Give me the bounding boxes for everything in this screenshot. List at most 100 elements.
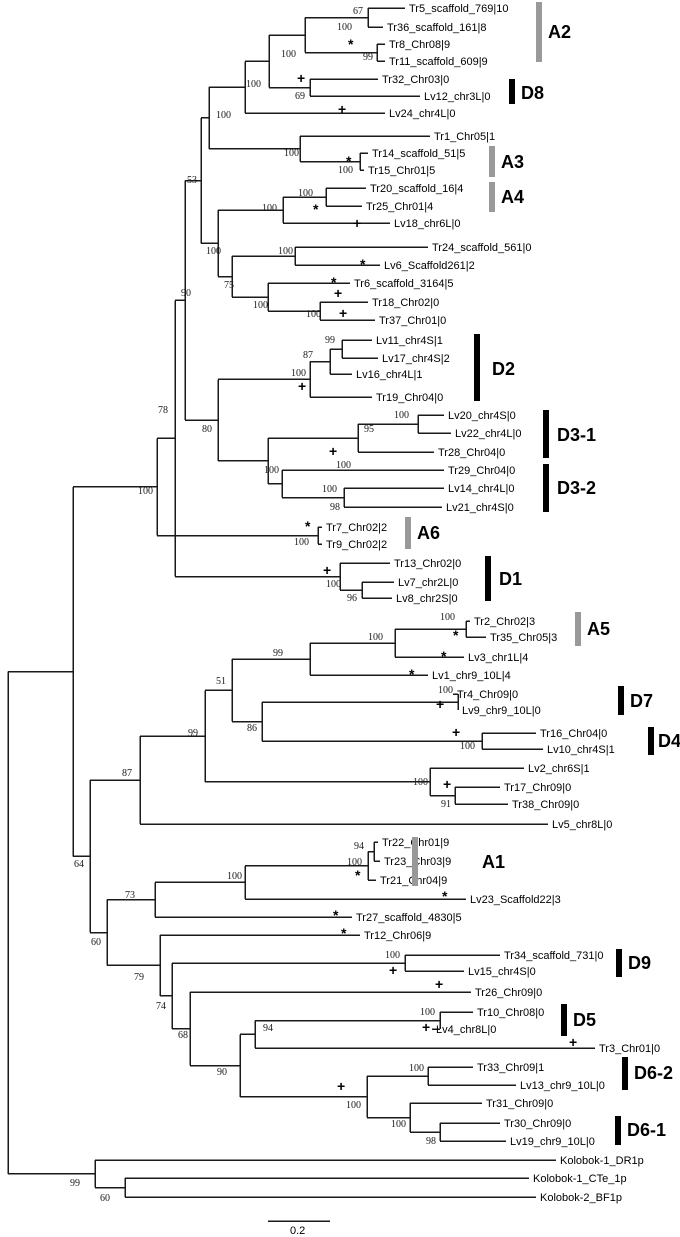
scale-bar-label: 0.2 — [290, 1225, 305, 1237]
bootstrap-value: 80 — [202, 424, 212, 435]
taxon-label: Tr34_scaffold_731|0 — [504, 950, 603, 962]
bootstrap-value: 100 — [368, 632, 383, 643]
bootstrap-value: 95 — [364, 424, 374, 435]
bootstrap-value: 100 — [391, 1119, 406, 1130]
clade-label: D1 — [499, 569, 522, 589]
taxon-label: Lv13_chr9_10L|0 — [520, 1080, 605, 1092]
taxon-label: Tr18_Chr02|0 — [372, 297, 439, 309]
bootstrap-value: 53 — [187, 175, 197, 186]
taxon-label: Lv5_chr8L|0 — [552, 819, 612, 831]
taxon-label: Lv21_chr4S|0 — [446, 502, 514, 514]
bootstrap-value: 100 — [138, 486, 153, 497]
bootstrap-value: 100 — [420, 1007, 435, 1018]
bootstrap-value: 90 — [217, 1067, 227, 1078]
bootstrap-value: 67 — [353, 6, 363, 17]
clade-bar — [543, 410, 549, 458]
taxon-label: Lv19_chr9_10L|0 — [510, 1136, 595, 1148]
taxon-label: Tr3_Chr01|0 — [599, 1043, 660, 1055]
bootstrap-value: 100 — [216, 110, 231, 121]
taxon-label: Tr20_scaffold_16|4 — [370, 183, 463, 195]
taxon-label: Tr38_Chr09|0 — [512, 799, 579, 811]
taxon-label: Lv20_chr4S|0 — [448, 410, 516, 422]
taxon-label: Kolobok-1_DR1p — [560, 1155, 644, 1167]
taxon-label: Tr4_Chr09|0 — [457, 689, 518, 701]
support-plus: + — [297, 70, 305, 86]
support-asterisk: * — [313, 201, 319, 217]
taxon-label: Tr15_Chr01|5 — [368, 165, 435, 177]
bootstrap-value: 100 — [440, 612, 455, 623]
taxon-label: Tr26_Chr09|0 — [475, 987, 542, 999]
clade-bar — [474, 334, 480, 401]
support-plus: + — [334, 285, 342, 301]
taxon-label: Lv12_chr3L|0 — [424, 91, 490, 103]
clade-label: D6-1 — [627, 1120, 666, 1140]
taxon-label: Lv3_chr1L|4 — [468, 652, 528, 664]
bootstrap-value: 100 — [394, 410, 409, 421]
bootstrap-value: 100 — [206, 246, 221, 257]
bootstrap-value: 60 — [91, 937, 101, 948]
clade-bar — [536, 2, 542, 62]
clade-bar — [412, 837, 418, 886]
support-plus: + — [337, 1078, 345, 1094]
taxon-label: Tr25_Chr01|4 — [366, 201, 433, 213]
support-asterisk: * — [348, 36, 354, 52]
support-plus: + — [389, 962, 397, 978]
taxon-label: Tr1_Chr05|1 — [434, 131, 495, 143]
bootstrap-value: 100 — [294, 537, 309, 548]
clade-label: D9 — [628, 953, 651, 973]
support-asterisk: * — [409, 666, 415, 682]
bootstrap-value: 100 — [246, 79, 261, 90]
taxon-label: Tr16_Chr04|0 — [540, 728, 607, 740]
support-plus: + — [452, 724, 460, 740]
support-plus: + — [436, 696, 444, 712]
support-asterisk: * — [333, 907, 339, 923]
bootstrap-value: 75 — [224, 280, 234, 291]
bootstrap-value: 99 — [273, 648, 283, 659]
bootstrap-value: 100 — [281, 49, 296, 60]
bootstrap-value: 100 — [413, 777, 428, 788]
taxon-label: Lv18_chr6L|0 — [394, 218, 460, 230]
taxon-label: Tr28_Chr04|0 — [438, 447, 505, 459]
bootstrap-value: 100 — [227, 871, 242, 882]
bootstrap-value: 99 — [70, 1178, 80, 1189]
bootstrap-value: 94 — [354, 841, 364, 852]
clade-label: A2 — [548, 22, 571, 42]
taxon-label: Tr5_scaffold_769|10 — [409, 3, 508, 15]
clade-label: A5 — [587, 619, 610, 639]
bootstrap-value: 100 — [438, 685, 453, 696]
taxon-label: Tr36_scaffold_161|8 — [387, 22, 486, 34]
clade-label: A1 — [482, 852, 505, 872]
support-asterisk: * — [331, 274, 337, 290]
clade-bar — [615, 1116, 621, 1145]
support-plus: + — [323, 562, 331, 578]
clade-label: A4 — [501, 187, 524, 207]
clade-label: D3-1 — [557, 425, 596, 445]
taxon-label: Lv9_chr9_10L|0 — [462, 705, 541, 717]
bootstrap-value: 98 — [330, 502, 340, 513]
taxon-label: Tr14_scaffold_51|5 — [372, 148, 465, 160]
bootstrap-value: 100 — [262, 203, 277, 214]
support-plus: + — [443, 776, 451, 792]
bootstrap-value: 73 — [125, 890, 135, 901]
taxon-label: Tr17_Chr09|0 — [504, 782, 571, 794]
clade-bar — [543, 464, 549, 512]
support-asterisk: * — [453, 627, 459, 643]
clade-label: D2 — [492, 359, 515, 379]
bootstrap-value: 68 — [178, 1030, 188, 1041]
clade-bar — [485, 556, 491, 601]
taxon-label: Lv7_chr2L|0 — [398, 577, 458, 589]
bootstrap-value: 79 — [134, 972, 144, 983]
support-plus: + — [569, 1034, 577, 1050]
clade-bar — [622, 1057, 628, 1090]
bootstrap-value: 100 — [337, 22, 352, 33]
bootstrap-value: 64 — [74, 859, 84, 870]
taxon-label: Tr7_Chr02|2 — [326, 522, 387, 534]
clade-bar — [489, 182, 495, 212]
bootstrap-value: 91 — [441, 799, 451, 810]
taxon-label: Lv22_chr4L|0 — [455, 428, 521, 440]
taxon-label: Lv10_chr4S|1 — [547, 744, 615, 756]
clade-bar — [561, 1004, 567, 1036]
taxon-label: Tr24_scaffold_561|0 — [432, 242, 531, 254]
support-asterisk: * — [305, 518, 311, 534]
clade-bar — [509, 79, 515, 104]
